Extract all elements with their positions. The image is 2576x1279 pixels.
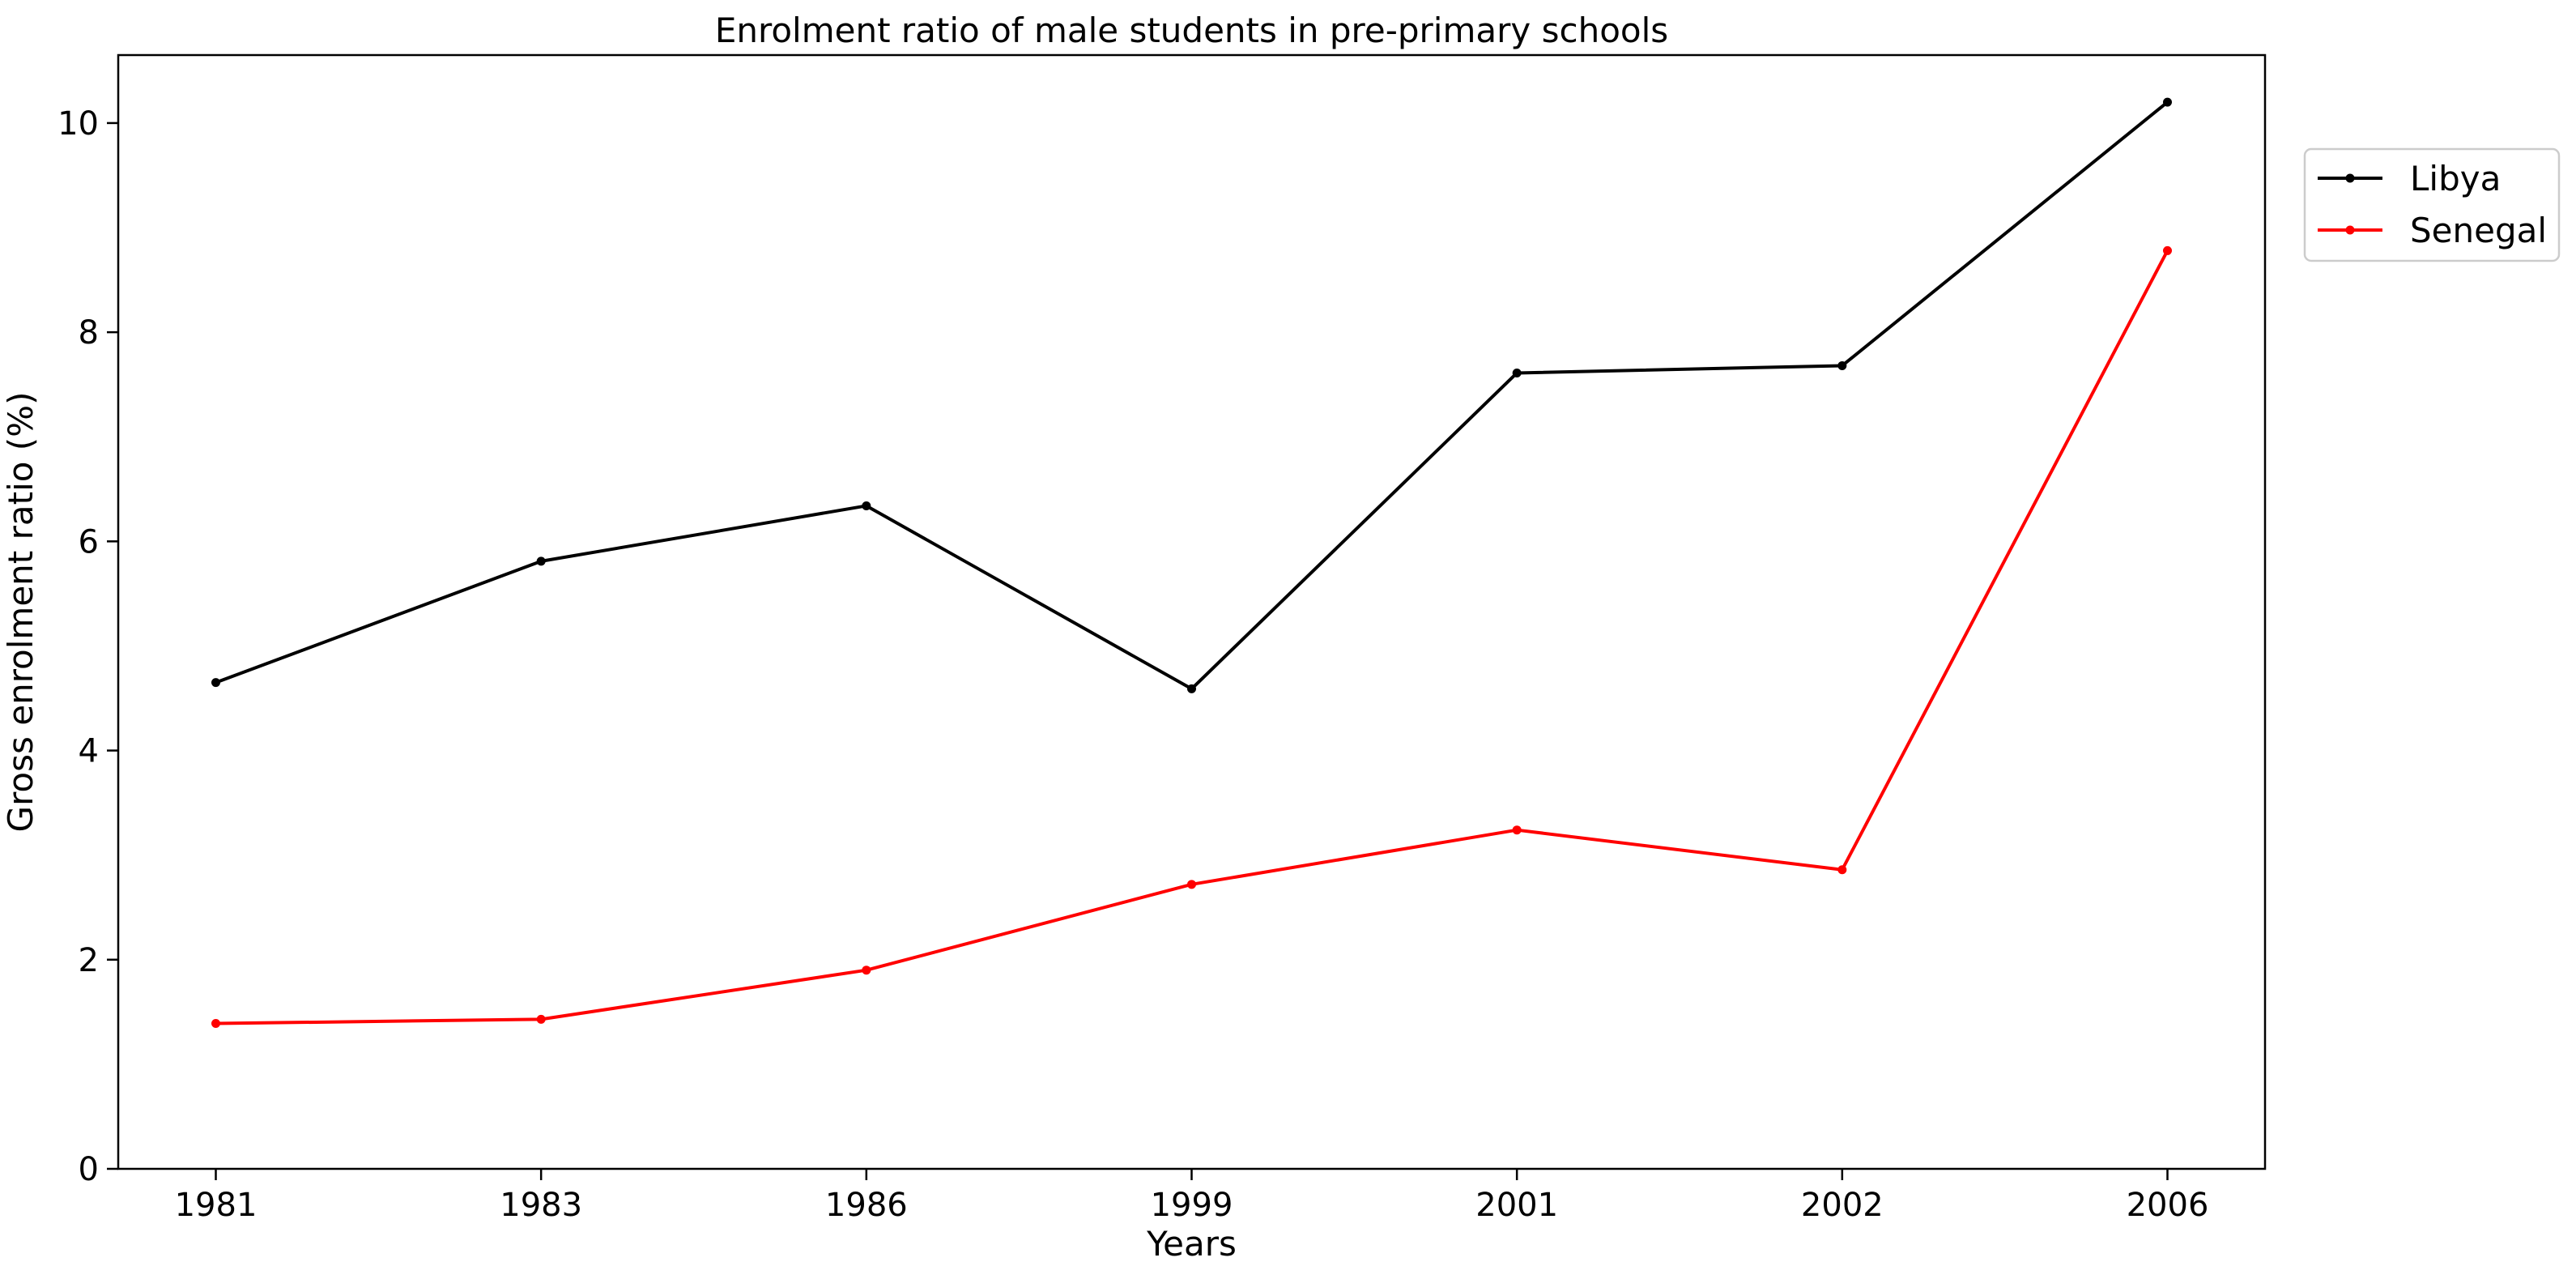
series-line-senegal [215, 249, 2169, 1025]
data-point-libya [1837, 360, 1847, 370]
data-point-libya [862, 501, 871, 510]
y-tick-label: 4 [79, 733, 99, 770]
data-point-libya [2163, 97, 2172, 107]
data-point-senegal [1187, 880, 1196, 889]
x-tick-label: 2001 [1475, 1187, 1558, 1224]
y-tick-label: 0 [79, 1151, 99, 1188]
y-tick-label: 8 [79, 314, 99, 352]
y-tick-label: 10 [57, 105, 99, 143]
data-point-libya [536, 556, 546, 566]
x-tick-label: 1981 [175, 1187, 258, 1224]
data-point-libya [1512, 368, 1522, 377]
y-axis-title: Gross enrolment ratio (%) [1, 392, 40, 833]
x-tick-label: 1999 [1151, 1187, 1233, 1224]
y-tick-label: 6 [79, 523, 99, 561]
y-tick-label: 2 [79, 942, 99, 979]
x-tick-label: 2006 [2127, 1187, 2209, 1224]
legend-label: Libya [2410, 159, 2501, 198]
legend-label: Senegal [2410, 211, 2547, 250]
x-tick-label: 1983 [500, 1187, 582, 1224]
plot-area-frame [117, 53, 2267, 1170]
data-point-senegal [2163, 245, 2172, 255]
x-axis-title: Years [1146, 1224, 1237, 1264]
x-axis-ticks: 1981 1983 1986 1999 2001 2002 2006 [175, 1169, 2209, 1224]
data-point-senegal [1512, 825, 1522, 835]
x-tick-label: 1986 [825, 1187, 908, 1224]
data-point-senegal [1837, 865, 1847, 875]
series-line-libya [215, 100, 2169, 691]
legend: Libya Senegal [2303, 147, 2561, 262]
data-point-senegal [862, 966, 871, 975]
y-axis-ticks: 0 2 4 6 8 10 [57, 105, 118, 1188]
data-point-libya [1187, 684, 1196, 693]
series-layer [211, 97, 2172, 1029]
data-point-libya [211, 678, 220, 688]
data-point-senegal [211, 1019, 220, 1029]
legend-marker [2345, 225, 2355, 235]
x-tick-label: 2002 [1801, 1187, 1884, 1224]
chart-title: Enrolment ratio of male students in pre-… [715, 11, 1668, 50]
data-point-senegal [536, 1014, 546, 1024]
legend-marker [2345, 173, 2355, 183]
